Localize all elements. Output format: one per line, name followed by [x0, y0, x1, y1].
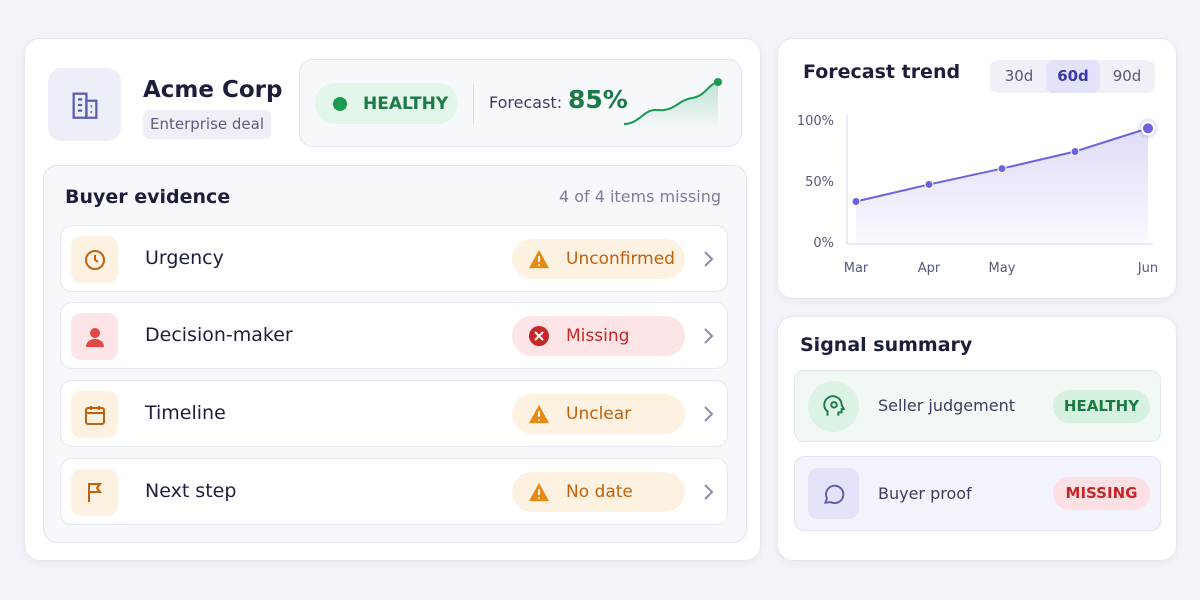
signals-title: Signal summary	[800, 334, 973, 356]
range-selector: 30d 60d 90d	[990, 60, 1155, 93]
status-card: HEALTHY Forecast: 85%	[299, 59, 742, 147]
row-label: Decision-maker	[145, 324, 293, 346]
signal-row: Buyer proof MISSING	[794, 456, 1161, 531]
status-text: HEALTHY	[363, 93, 449, 114]
status-text: Unconfirmed	[566, 249, 675, 269]
status-pill: Unconfirmed	[512, 239, 685, 279]
y-tick-label: 100%	[797, 114, 834, 129]
status-pill: No date	[512, 472, 685, 512]
status-dot	[333, 96, 347, 111]
signal-badge: HEALTHY	[1053, 390, 1150, 423]
x-tick-label: Jun	[1137, 261, 1158, 276]
x-tick-label: Apr	[918, 261, 941, 276]
trend-card: Forecast trend 30d 60d 90d 0% 50% 100% Mar A…	[777, 38, 1177, 299]
signal-icon	[808, 468, 859, 519]
evidence-title: Buyer evidence	[65, 186, 231, 208]
evidence-row[interactable]: Decision-maker Missing	[60, 302, 728, 369]
data-point	[924, 179, 934, 189]
trend-chart: 0% 50% 100% Mar Apr May Jun	[797, 114, 1158, 276]
chevron	[704, 406, 714, 422]
sparkline	[623, 78, 722, 130]
y-tick-label: 0%	[813, 236, 834, 251]
evidence-row[interactable]: Next step No date	[60, 458, 728, 525]
deal-card: Acme Corp Enterprise deal HEALTHY Foreca…	[24, 38, 761, 561]
row-icon	[71, 313, 118, 360]
signal-label: Seller judgement	[878, 396, 1015, 415]
y-tick-label: 50%	[805, 175, 834, 190]
chevron	[704, 484, 714, 500]
range-button[interactable]: 90d	[1112, 67, 1142, 85]
divider	[473, 84, 474, 124]
chevron	[704, 251, 714, 267]
signal-label: Buyer proof	[878, 484, 972, 503]
signal-badge: MISSING	[1053, 477, 1150, 510]
evidence-row[interactable]: Urgency Unconfirmed	[60, 225, 728, 292]
company-name: Acme Corp	[143, 77, 283, 103]
signal-icon	[808, 381, 859, 432]
signals-card: Signal summary Seller judgement HEALTHY …	[777, 316, 1177, 561]
evidence-row[interactable]: Timeline Unclear	[60, 380, 728, 447]
deal-tag: Enterprise deal	[143, 110, 271, 139]
signal-row: Seller judgement HEALTHY	[794, 370, 1161, 442]
row-icon	[71, 236, 118, 283]
row-label: Urgency	[145, 247, 224, 269]
x-tick-label: May	[989, 261, 1016, 276]
status-text: Unclear	[566, 404, 632, 424]
row-label: Next step	[145, 480, 237, 502]
status-text: No date	[566, 482, 633, 502]
data-point	[997, 164, 1007, 174]
chevron	[704, 328, 714, 344]
row-label: Timeline	[145, 402, 226, 424]
status-pill: Unclear	[512, 394, 685, 434]
status-pill: HEALTHY	[315, 83, 458, 124]
data-point	[1070, 147, 1080, 156]
row-icon	[71, 469, 118, 516]
status-text: Missing	[566, 326, 630, 346]
evidence-summary: 4 of 4 items missing	[558, 187, 721, 206]
trend-area	[856, 128, 1148, 243]
company-icon	[48, 68, 121, 141]
data-point	[1141, 121, 1155, 136]
evidence-panel: Buyer evidence 4 of 4 items missing Urge…	[43, 165, 747, 543]
status-pill: Missing	[512, 316, 685, 356]
forecast-value: 85%	[568, 85, 628, 114]
range-button[interactable]: 30d	[1004, 67, 1034, 85]
row-icon	[71, 391, 118, 438]
range-button[interactable]: 60d	[1046, 60, 1100, 93]
trend-title: Forecast trend	[803, 61, 961, 83]
x-tick-label: Mar	[844, 261, 869, 276]
data-point	[851, 197, 861, 207]
forecast-label: Forecast:	[489, 93, 563, 112]
